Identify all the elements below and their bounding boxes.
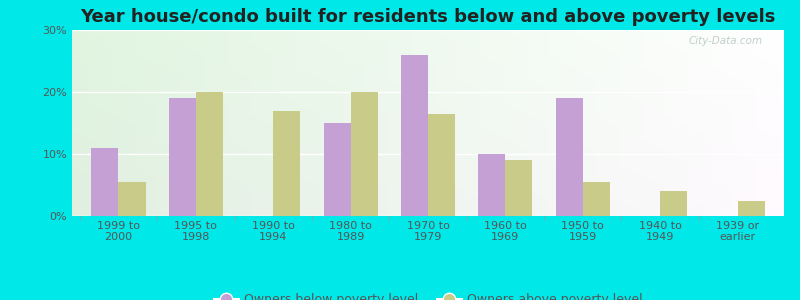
Bar (738, 200, 765, 216)
Bar (582, 182, 610, 216)
Bar (556, 98, 582, 216)
Bar (478, 154, 506, 216)
Bar (350, 92, 378, 216)
Bar (274, 111, 300, 216)
Bar (660, 191, 687, 216)
Bar (91, 148, 118, 216)
Bar (428, 114, 455, 216)
Legend: Owners below poverty level, Owners above poverty level: Owners below poverty level, Owners above… (214, 293, 642, 300)
Text: City-Data.com: City-Data.com (689, 36, 762, 46)
Bar (169, 98, 196, 216)
Bar (196, 92, 223, 216)
Title: Year house/condo built for residents below and above poverty levels: Year house/condo built for residents bel… (80, 8, 776, 26)
Bar (323, 123, 350, 216)
Bar (401, 55, 428, 216)
Bar (506, 160, 533, 216)
Bar (118, 182, 146, 216)
